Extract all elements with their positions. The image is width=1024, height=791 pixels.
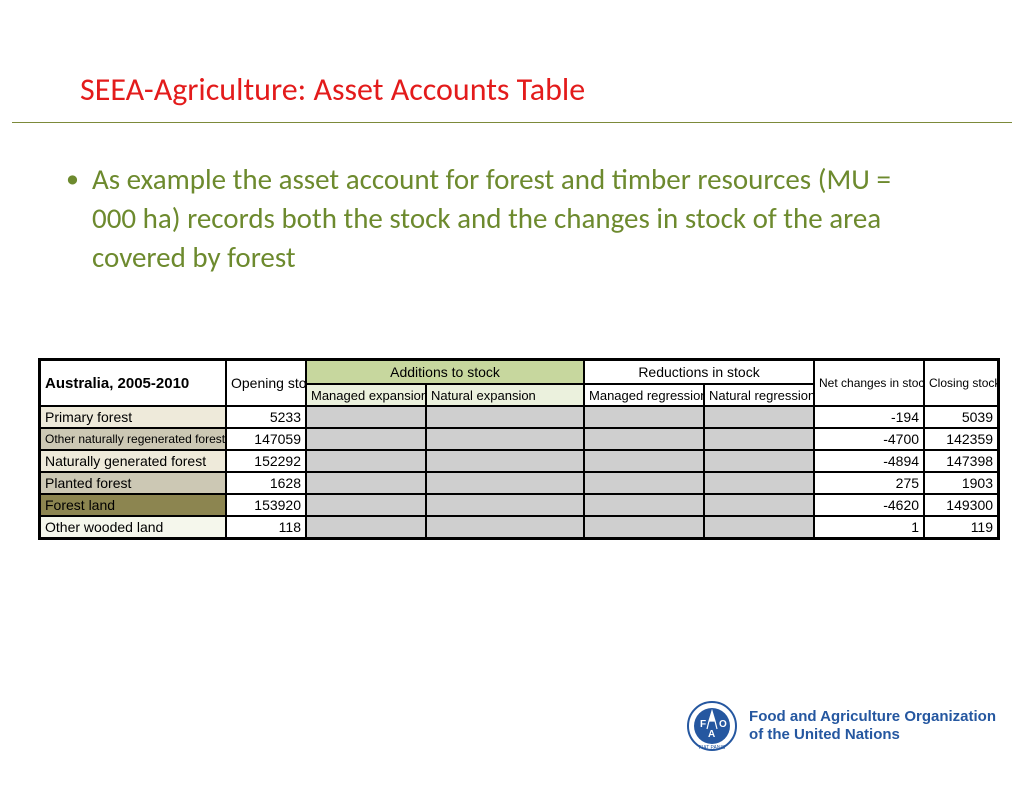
subheader-natural-expansion: Natural expansion [426, 384, 584, 406]
cell-empty [426, 428, 584, 450]
svg-text:A: A [708, 729, 715, 740]
fao-logo-icon: F O A FIAT PANIS [687, 701, 737, 751]
cell-opening: 153920 [226, 494, 306, 516]
header-reductions: Reductions in stock [584, 360, 814, 384]
cell-empty [426, 472, 584, 494]
row-label: Naturally generated forest [40, 450, 226, 472]
header-net-changes: Net changes in stock [814, 360, 924, 406]
fao-org-name: Food and Agriculture Organization of the… [749, 708, 996, 744]
subheader-managed-regressions: Managed regressions [584, 384, 704, 406]
cell-empty [426, 450, 584, 472]
fao-line2: of the United Nations [749, 726, 996, 744]
cell-empty [584, 450, 704, 472]
header-additions: Additions to stock [306, 360, 584, 384]
row-label: Planted forest [40, 472, 226, 494]
cell-net: -194 [814, 406, 924, 428]
cell-empty [306, 406, 426, 428]
cell-empty [426, 406, 584, 428]
cell-net: 275 [814, 472, 924, 494]
bullet-text: As example the asset account for forest … [92, 160, 904, 277]
svg-text:O: O [719, 719, 727, 730]
subheader-managed-expansion: Managed expansion [306, 384, 426, 406]
cell-closing: 119 [924, 516, 998, 538]
bullet-item: • As example the asset account for fores… [66, 160, 904, 277]
table-row: Naturally generated forest 152292 -4894 … [40, 450, 998, 472]
bullet-dot-icon: • [66, 160, 92, 196]
cell-closing: 5039 [924, 406, 998, 428]
title-divider [12, 122, 1012, 123]
cell-net: 1 [814, 516, 924, 538]
cell-empty [306, 472, 426, 494]
cell-opening: 5233 [226, 406, 306, 428]
cell-opening: 118 [226, 516, 306, 538]
cell-empty [306, 516, 426, 538]
subheader-natural-regression: Natural regression [704, 384, 814, 406]
cell-empty [306, 494, 426, 516]
header-closing-stock: Closing stock [924, 360, 998, 406]
asset-accounts-table: Australia, 2005-2010 Opening stock Addit… [38, 358, 1000, 540]
cell-empty [584, 516, 704, 538]
cell-empty [584, 406, 704, 428]
cell-closing: 1903 [924, 472, 998, 494]
cell-empty [584, 494, 704, 516]
cell-empty [704, 494, 814, 516]
svg-text:FIAT PANIS: FIAT PANIS [699, 745, 726, 751]
cell-empty [704, 428, 814, 450]
cell-empty [704, 406, 814, 428]
fao-line1: Food and Agriculture Organization [749, 708, 996, 726]
svg-text:F: F [700, 719, 706, 730]
cell-empty [704, 472, 814, 494]
cell-empty [704, 516, 814, 538]
cell-net: -4620 [814, 494, 924, 516]
table-row: Other naturally regenerated forest 14705… [40, 428, 998, 450]
table-row: Forest land 153920 -4620 149300 [40, 494, 998, 516]
cell-opening: 147059 [226, 428, 306, 450]
asset-table-container: Australia, 2005-2010 Opening stock Addit… [38, 358, 988, 540]
row-label: Primary forest [40, 406, 226, 428]
table-header-row-1: Australia, 2005-2010 Opening stock Addit… [40, 360, 998, 384]
cell-opening: 152292 [226, 450, 306, 472]
fao-footer: F O A FIAT PANIS Food and Agriculture Or… [687, 701, 996, 751]
row-label: Other naturally regenerated forest [40, 428, 226, 450]
cell-net: -4700 [814, 428, 924, 450]
header-country-period: Australia, 2005-2010 [40, 360, 226, 406]
cell-net: -4894 [814, 450, 924, 472]
cell-opening: 1628 [226, 472, 306, 494]
row-label: Forest land [40, 494, 226, 516]
cell-closing: 147398 [924, 450, 998, 472]
header-opening-stock: Opening stock [226, 360, 306, 406]
table-row: Other wooded land 118 1 119 [40, 516, 998, 538]
cell-empty [704, 450, 814, 472]
table-row: Planted forest 1628 275 1903 [40, 472, 998, 494]
cell-empty [306, 450, 426, 472]
slide: SEEA-Agriculture: Asset Accounts Table •… [0, 0, 1024, 791]
table-row: Primary forest 5233 -194 5039 [40, 406, 998, 428]
cell-closing: 142359 [924, 428, 998, 450]
row-label: Other wooded land [40, 516, 226, 538]
cell-empty [584, 428, 704, 450]
cell-closing: 149300 [924, 494, 998, 516]
cell-empty [426, 516, 584, 538]
cell-empty [306, 428, 426, 450]
cell-empty [584, 472, 704, 494]
slide-title: SEEA-Agriculture: Asset Accounts Table [80, 70, 585, 109]
cell-empty [426, 494, 584, 516]
